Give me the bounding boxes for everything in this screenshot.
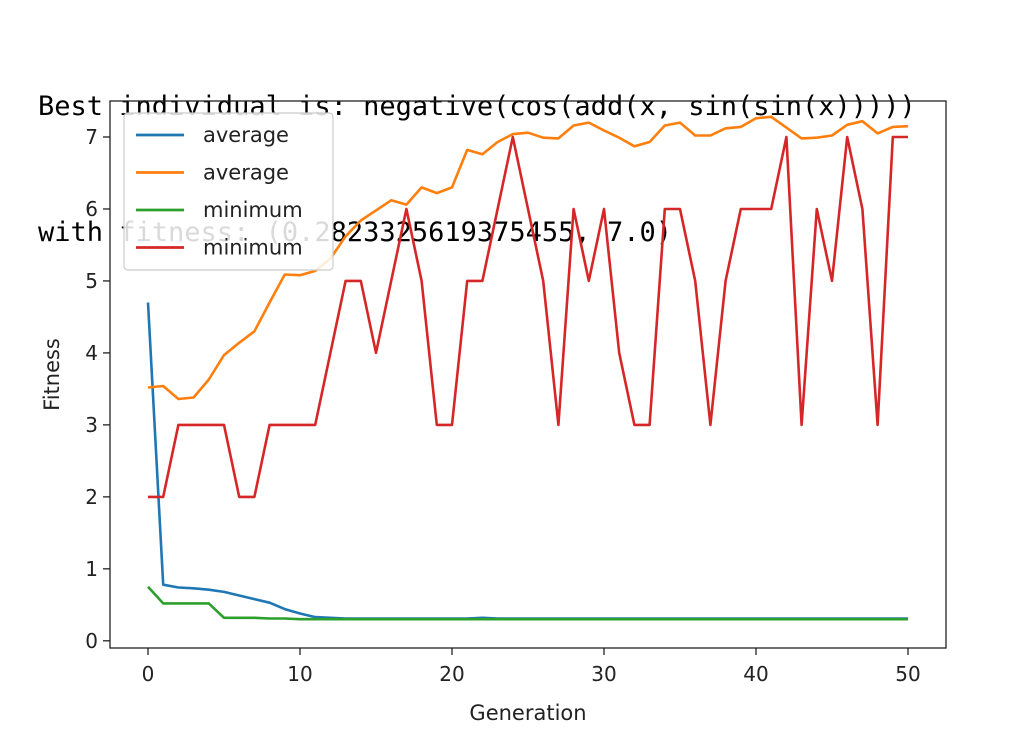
legend: average average minimum minimum bbox=[123, 112, 334, 271]
x-tick-label: 0 bbox=[142, 662, 155, 686]
y-tick-label: 2 bbox=[85, 485, 98, 509]
legend-label: average bbox=[203, 161, 289, 185]
series-line-2-minimum bbox=[147, 585, 908, 621]
legend-label: average bbox=[203, 123, 289, 147]
series-line-3-minimum bbox=[148, 135, 908, 499]
y-tick-label: 5 bbox=[85, 269, 98, 293]
y-tick-label: 3 bbox=[85, 413, 98, 437]
x-tick-label: 30 bbox=[591, 662, 616, 686]
x-axis: 0 10 20 30 40 50 bbox=[142, 648, 921, 686]
x-tick-label: 10 bbox=[287, 662, 312, 686]
x-axis-label: Generation bbox=[469, 701, 586, 725]
plot-frame bbox=[109, 100, 947, 649]
legend-label: minimum bbox=[203, 198, 303, 222]
y-tick-label: 1 bbox=[85, 557, 98, 581]
x-tick-label: 40 bbox=[743, 662, 768, 686]
series-layer bbox=[146, 115, 909, 621]
y-tick-label: 6 bbox=[85, 197, 98, 221]
legend-box bbox=[123, 112, 334, 271]
best-individual-line: Best individual is: negative(cos(add(x, … bbox=[38, 91, 916, 122]
legend-label: minimum bbox=[203, 236, 303, 260]
y-tick-label: 0 bbox=[85, 629, 98, 653]
x-tick-label: 50 bbox=[895, 662, 920, 686]
series-line-1-average bbox=[147, 115, 909, 401]
y-axis-label: Fitness bbox=[40, 338, 64, 411]
y-tick-label: 7 bbox=[85, 125, 98, 149]
x-tick-label: 20 bbox=[439, 662, 464, 686]
y-tick-label: 4 bbox=[85, 341, 98, 365]
y-axis: 0 1 2 3 4 5 6 7 bbox=[85, 125, 110, 653]
